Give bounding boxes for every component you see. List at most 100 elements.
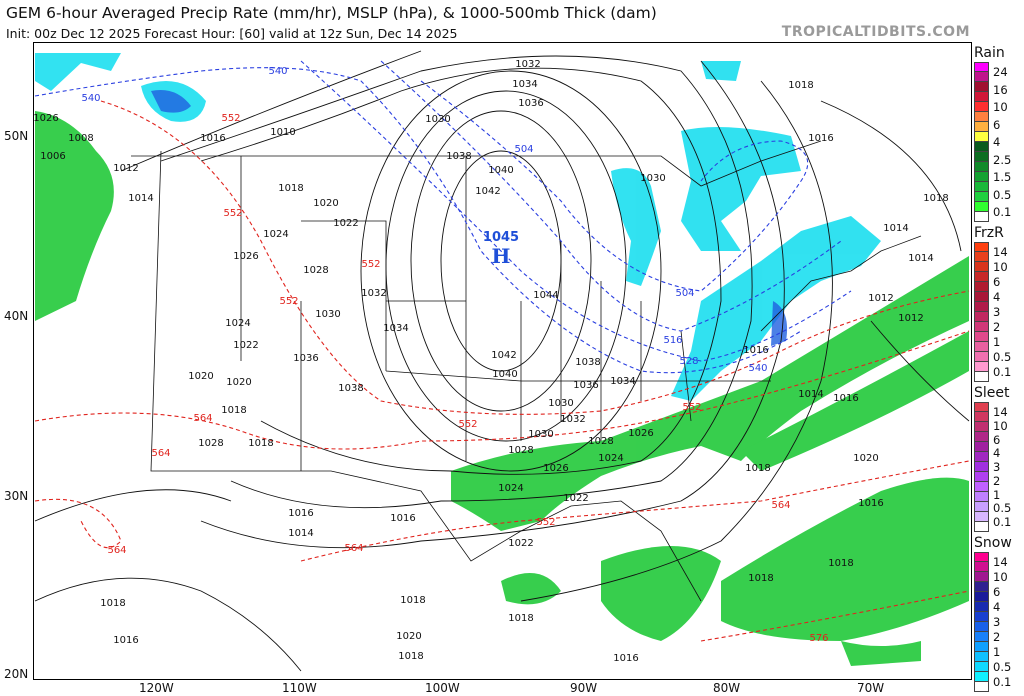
legend-row <box>972 292 1024 302</box>
legend-row <box>972 462 1024 472</box>
map-subtitle: Init: 00z Dec 12 2025 Forecast Hour: [60… <box>6 26 458 41</box>
legend-title: Rain <box>974 45 1005 61</box>
legend-row <box>972 242 1024 252</box>
legend-row <box>972 152 1024 162</box>
legend-swatch <box>974 112 989 122</box>
isobar-label: 1024 <box>263 229 288 240</box>
legend-row <box>972 112 1024 122</box>
thickness-label: 540 <box>81 93 100 104</box>
legend-row <box>972 362 1024 372</box>
legend-swatch <box>974 92 989 102</box>
legend-level: 4 <box>993 135 1001 149</box>
legend-level: 4 <box>993 290 1001 304</box>
isobar-label: 1018 <box>788 80 813 91</box>
isobar-label: 1016 <box>858 498 883 509</box>
lat-label: 40N <box>4 309 29 323</box>
isobar-label: 1036 <box>573 380 598 391</box>
isobar-label: 1030 <box>548 398 573 409</box>
isobar-label: 1024 <box>598 453 623 464</box>
legend-row <box>972 572 1024 582</box>
legend-scale: 14 10 6 4 3 2 1 0.5 0.1 <box>972 402 1024 532</box>
isobar-label: 1026 <box>34 113 59 124</box>
legend-swatch <box>974 582 989 592</box>
legend-row <box>972 602 1024 612</box>
thickness-label: 564 <box>107 545 126 556</box>
weather-map[interactable]: 1032 1034 1036 1030 1038 1040 1042 1044 1042 1040… <box>33 42 972 680</box>
legend-row <box>972 252 1024 262</box>
legend-swatch <box>974 592 989 602</box>
lon-label: 80W <box>713 681 741 695</box>
borders <box>131 140 922 602</box>
legend-row <box>972 312 1024 322</box>
isobar-label: 1038 <box>575 357 600 368</box>
legend-row <box>972 612 1024 622</box>
legend-swatch <box>974 512 989 522</box>
thickness-label: 516 <box>663 335 682 346</box>
legend-snow: Snow 14 10 6 4 3 2 1 0.5 0.1 <box>972 535 1024 692</box>
legend-row <box>972 492 1024 502</box>
legend-row <box>972 122 1024 132</box>
lon-label: 110W <box>282 681 317 695</box>
legend-swatch <box>974 642 989 652</box>
isobar-label: 1018 <box>828 558 853 569</box>
isobar-label: 1034 <box>512 79 537 90</box>
legend-swatch <box>974 562 989 572</box>
isobar-label: 1032 <box>515 59 540 70</box>
legend-row <box>972 582 1024 592</box>
legend-level: 0.1 <box>993 515 1012 529</box>
legend-row <box>972 92 1024 102</box>
legend-level: 3 <box>993 305 1001 319</box>
isobar-label: 1030 <box>528 429 553 440</box>
isobar-label: 1026 <box>543 463 568 474</box>
snow-heavy <box>151 90 788 346</box>
lon-label: 90W <box>570 681 598 695</box>
lon-label: 120W <box>139 681 174 695</box>
legend-level: 4 <box>993 446 1001 461</box>
legend-frzr: FrzR 14 10 6 4 3 2 1 0.5 0.1 <box>972 225 1024 382</box>
legend-level: 2 <box>993 473 1001 488</box>
legend-level: 10 <box>993 260 1008 274</box>
legend-row <box>972 632 1024 642</box>
legend-swatch <box>974 272 989 282</box>
isobar-label: 1018 <box>745 463 770 474</box>
thickness-label: 540 <box>748 363 767 374</box>
isobar-label: 1030 <box>315 309 340 320</box>
legend-swatch <box>974 412 989 422</box>
isobar-label: 1028 <box>508 445 533 456</box>
isobar-labels: 1032103410361030103810401042104410421040… <box>34 59 949 664</box>
legend-row <box>972 452 1024 462</box>
legend-level: 10 <box>993 418 1008 433</box>
legend-row <box>972 192 1024 202</box>
isobar-label: 1018 <box>508 613 533 624</box>
legend-row <box>972 512 1024 522</box>
thickness-label: 528 <box>679 356 698 367</box>
legend-swatch <box>974 262 989 272</box>
legend-row <box>972 412 1024 422</box>
legend-swatch <box>974 302 989 312</box>
isobar-label: 1016 <box>613 653 638 664</box>
isobar-label: 1040 <box>488 165 513 176</box>
isobar-label: 1032 <box>560 414 585 425</box>
legend-level: 10 <box>993 100 1008 114</box>
isobar-label: 1020 <box>853 453 878 464</box>
legend-row <box>972 282 1024 292</box>
thickness-label: 552 <box>682 402 701 413</box>
legend-scale: 14 10 6 4 3 2 1 0.5 0.1 <box>972 552 1024 692</box>
legend-scale: 24 16 10 6 4 2.5 1.5 0.5 0.1 <box>972 62 1024 222</box>
legend-row <box>972 302 1024 312</box>
isobar-label: 1016 <box>288 508 313 519</box>
isobar-label: 1018 <box>923 193 948 204</box>
isobar-label: 1018 <box>400 595 425 606</box>
legend-swatch <box>974 322 989 332</box>
legend-title: FrzR <box>974 225 1004 241</box>
isobar-label: 1020 <box>313 198 338 209</box>
legend-row <box>972 352 1024 362</box>
map-title: GEM 6-hour Averaged Precip Rate (mm/hr),… <box>6 4 657 22</box>
isobar-label: 1036 <box>293 353 318 364</box>
isobar-label: 1028 <box>198 438 223 449</box>
thickness-label: 564 <box>344 543 363 554</box>
legend-row <box>972 682 1024 692</box>
isobar-label: 1024 <box>498 483 523 494</box>
legend-swatch <box>974 492 989 502</box>
lat-label: 50N <box>4 129 29 143</box>
